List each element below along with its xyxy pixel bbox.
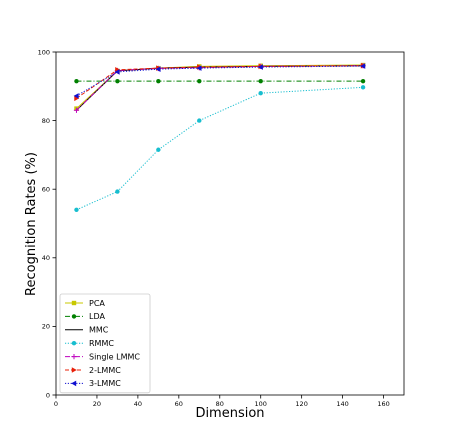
legend-box <box>59 293 151 394</box>
legend-label: RMMC <box>89 339 114 348</box>
legend-marker <box>71 367 77 373</box>
legend-marker <box>71 380 77 387</box>
y-axis-title: Recognition Rates (%) <box>24 152 39 296</box>
legend-label: MMC <box>89 326 109 335</box>
data-point <box>360 85 366 90</box>
series-lda <box>74 78 366 84</box>
legend-label: Single LMMC <box>89 352 140 361</box>
data-point <box>258 78 263 84</box>
data-point <box>74 78 79 84</box>
data-point <box>258 90 263 96</box>
data-point <box>155 66 161 72</box>
data-point <box>360 78 366 84</box>
data-point <box>197 118 202 123</box>
series-line <box>76 65 364 97</box>
data-point <box>156 78 161 84</box>
legend-label: LDA <box>89 312 105 321</box>
legend-label: 2-LMMC <box>89 366 121 375</box>
y-tick-label: 60 <box>42 186 50 194</box>
data-point <box>156 147 161 152</box>
legend-label: 3-LMMC <box>89 379 121 388</box>
x-tick-label: 0 <box>54 400 58 408</box>
x-tick-label: 60 <box>175 400 183 408</box>
data-point <box>257 64 263 70</box>
x-tick-label: 160 <box>377 400 389 408</box>
series-layer <box>73 62 366 212</box>
y-tick-label: 40 <box>42 254 50 262</box>
data-point <box>73 93 79 99</box>
x-axis-title: Dimension <box>195 406 264 421</box>
y-tick-label: 0 <box>46 391 50 399</box>
series-line <box>76 86 364 211</box>
series-rmmc <box>74 85 366 212</box>
data-point <box>196 65 202 71</box>
legend-marker <box>71 341 77 346</box>
legend-label: PCA <box>89 299 105 308</box>
series-line <box>76 65 364 99</box>
x-tick-label: 140 <box>336 400 348 408</box>
x-tick-label: 40 <box>134 400 142 408</box>
data-point <box>74 207 79 212</box>
axis-ticks: 0 20 40 60 80 100 120 140 160 0 20 40 60 80 100 <box>38 48 390 408</box>
data-point <box>360 63 366 69</box>
data-point <box>114 69 120 75</box>
legend-marker <box>71 314 77 319</box>
legend: PCA LDA MMC RMMC Single LMMC 2-LMMC 3-LMMC <box>59 293 151 394</box>
x-tick-label: 100 <box>254 400 266 408</box>
data-point <box>115 189 120 194</box>
data-point <box>197 78 202 84</box>
series-3-lmmc <box>73 63 366 99</box>
x-tick-label: 80 <box>216 400 224 408</box>
legend-marker <box>71 300 77 306</box>
y-tick-label: 20 <box>42 323 50 331</box>
y-tick-label: 100 <box>38 48 50 56</box>
legend-marker <box>71 354 77 360</box>
data-point <box>73 107 80 113</box>
x-tick-label: 120 <box>295 400 307 408</box>
data-point <box>115 78 120 84</box>
x-tick-label: 20 <box>93 400 101 408</box>
y-tick-label: 80 <box>42 117 50 125</box>
